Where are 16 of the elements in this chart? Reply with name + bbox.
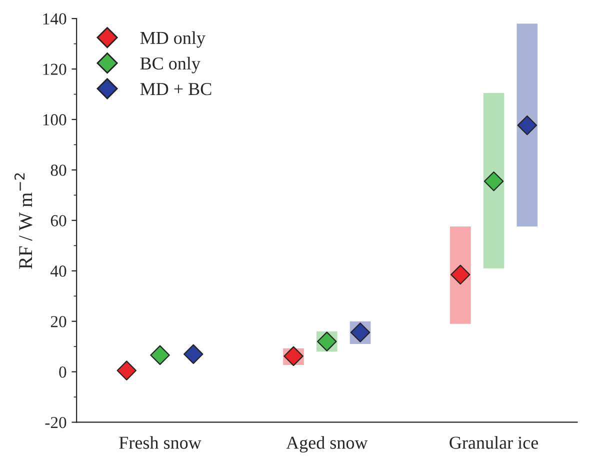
x-tick-label: Fresh snow bbox=[119, 436, 202, 449]
legend-label: MD + BC bbox=[140, 83, 212, 96]
y-tick-label: 0 bbox=[59, 366, 66, 378]
y-tick-label: 60 bbox=[50, 215, 66, 226]
y-tick-label: 140 bbox=[43, 13, 66, 25]
x-tick-label: Aged snow bbox=[286, 436, 368, 453]
y-tick-label: 20 bbox=[50, 316, 66, 328]
y-tick-label: 100 bbox=[43, 114, 66, 126]
x-tick-label: Granular ice bbox=[450, 436, 538, 449]
y-tick-label: 80 bbox=[50, 164, 66, 176]
legend-label: MD only bbox=[140, 31, 206, 48]
y-axis-title: RF / W m$^{−2}$ bbox=[14, 173, 32, 269]
legend-label: BC only bbox=[140, 56, 200, 74]
y-tick-label: 120 bbox=[43, 64, 66, 75]
y-tick-label: 40 bbox=[50, 266, 66, 277]
y-tick-label: -20 bbox=[45, 416, 66, 428]
